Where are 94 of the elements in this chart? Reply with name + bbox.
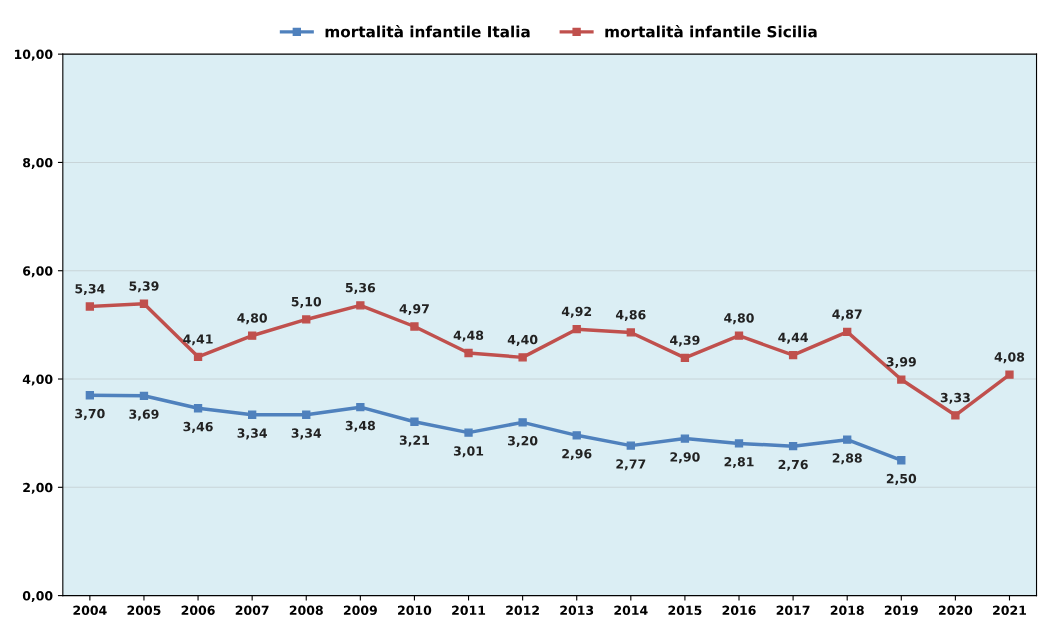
point (410, 417, 419, 426)
legend-label: mortalità infantile Italia (325, 25, 530, 38)
point (626, 328, 635, 337)
data-label: 3,33 (940, 392, 970, 404)
x-tick-label: 2018 (830, 605, 864, 615)
data-label: 3,48 (345, 420, 375, 432)
point (247, 410, 257, 419)
x-tick-label: 2005 (127, 605, 161, 615)
x-tick-label: 2015 (668, 605, 702, 615)
data-label: 2,77 (616, 459, 646, 471)
point (897, 375, 906, 384)
x-tick-label: 2009 (343, 605, 377, 615)
data-label: 3,34 (237, 428, 267, 440)
data-label: 3,99 (886, 357, 916, 369)
data-label: 4,44 (778, 332, 808, 344)
x-tick-label: 2007 (235, 605, 269, 615)
data-label: 5,39 (129, 281, 159, 293)
point (680, 434, 690, 443)
point (518, 353, 527, 362)
point (572, 325, 581, 334)
point (302, 410, 311, 419)
point (951, 411, 960, 420)
data-label: 4,92 (561, 306, 592, 318)
data-label: 2,90 (670, 452, 700, 464)
data-label: 3,69 (129, 409, 159, 421)
x-tick-label: 2019 (884, 605, 918, 615)
x-tick-label: 2020 (938, 605, 973, 615)
point (464, 428, 473, 437)
y-tick-label: 8,00 (23, 157, 53, 169)
point (843, 327, 852, 337)
y-tick-label: 0,00 (22, 591, 53, 603)
point (139, 299, 149, 308)
data-label: 4,97 (399, 304, 429, 316)
x-tick-label: 2013 (560, 605, 594, 615)
point (85, 391, 95, 400)
data-label: 4,86 (615, 309, 646, 322)
data-label: 3,46 (183, 421, 213, 433)
data-label: 4,40 (507, 334, 538, 346)
point (788, 351, 798, 360)
data-label: 3,70 (75, 408, 105, 420)
y-tick-label: 10,00 (14, 49, 53, 61)
x-tick-label: 2004 (73, 605, 107, 615)
point (356, 301, 365, 310)
point (1005, 370, 1014, 379)
x-tick-label: 2017 (776, 605, 810, 615)
x-tick-label: 2006 (181, 605, 215, 615)
x-tick-label: 2021 (993, 605, 1027, 615)
data-label: 4,87 (832, 309, 862, 321)
data-label: 2,88 (832, 453, 862, 465)
data-label: 4,80 (237, 313, 267, 325)
y-tick-label: 4,00 (22, 374, 53, 386)
data-label: 4,08 (994, 352, 1025, 364)
data-label: 3,01 (453, 446, 484, 458)
x-tick-label: 2012 (506, 605, 539, 615)
point (302, 315, 311, 324)
data-label: 4,41 (183, 334, 213, 346)
point (680, 353, 690, 363)
point (897, 456, 906, 465)
point (626, 441, 635, 450)
x-tick-label: 2014 (614, 605, 648, 615)
point (572, 431, 581, 440)
x-tick-label: 2016 (722, 605, 756, 615)
point (193, 404, 203, 413)
x-tick-label: 2011 (452, 605, 486, 615)
point (85, 302, 95, 311)
data-label: 4,80 (724, 313, 754, 325)
y-tick-label: 6,00 (23, 266, 53, 278)
legend-label: mortalità infantile Sicilia (605, 25, 817, 38)
data-label: 5,10 (291, 296, 322, 309)
point (193, 352, 203, 361)
x-tick-label: 2008 (289, 605, 323, 615)
point (247, 331, 257, 340)
x-tick-label: 2010 (398, 605, 432, 615)
point (843, 435, 852, 444)
point (139, 391, 149, 400)
data-label: 3,21 (399, 435, 429, 447)
data-label: 2,76 (778, 459, 808, 471)
point (734, 331, 744, 340)
point (410, 322, 419, 331)
point (788, 441, 798, 451)
data-label: 4,48 (453, 330, 484, 342)
point (734, 439, 744, 448)
point (356, 403, 365, 412)
data-label: 5,36 (345, 282, 376, 294)
point (464, 348, 473, 358)
y-tick-label: 2,00 (23, 482, 53, 494)
point (518, 418, 527, 427)
data-label: 5,34 (75, 283, 105, 296)
data-label: 2,81 (724, 457, 754, 469)
data-label: 2,50 (886, 473, 917, 485)
data-label: 2,96 (562, 448, 592, 460)
data-label: 3,34 (291, 428, 322, 440)
data-label: 4,39 (670, 335, 700, 347)
data-label: 3,20 (508, 435, 538, 447)
